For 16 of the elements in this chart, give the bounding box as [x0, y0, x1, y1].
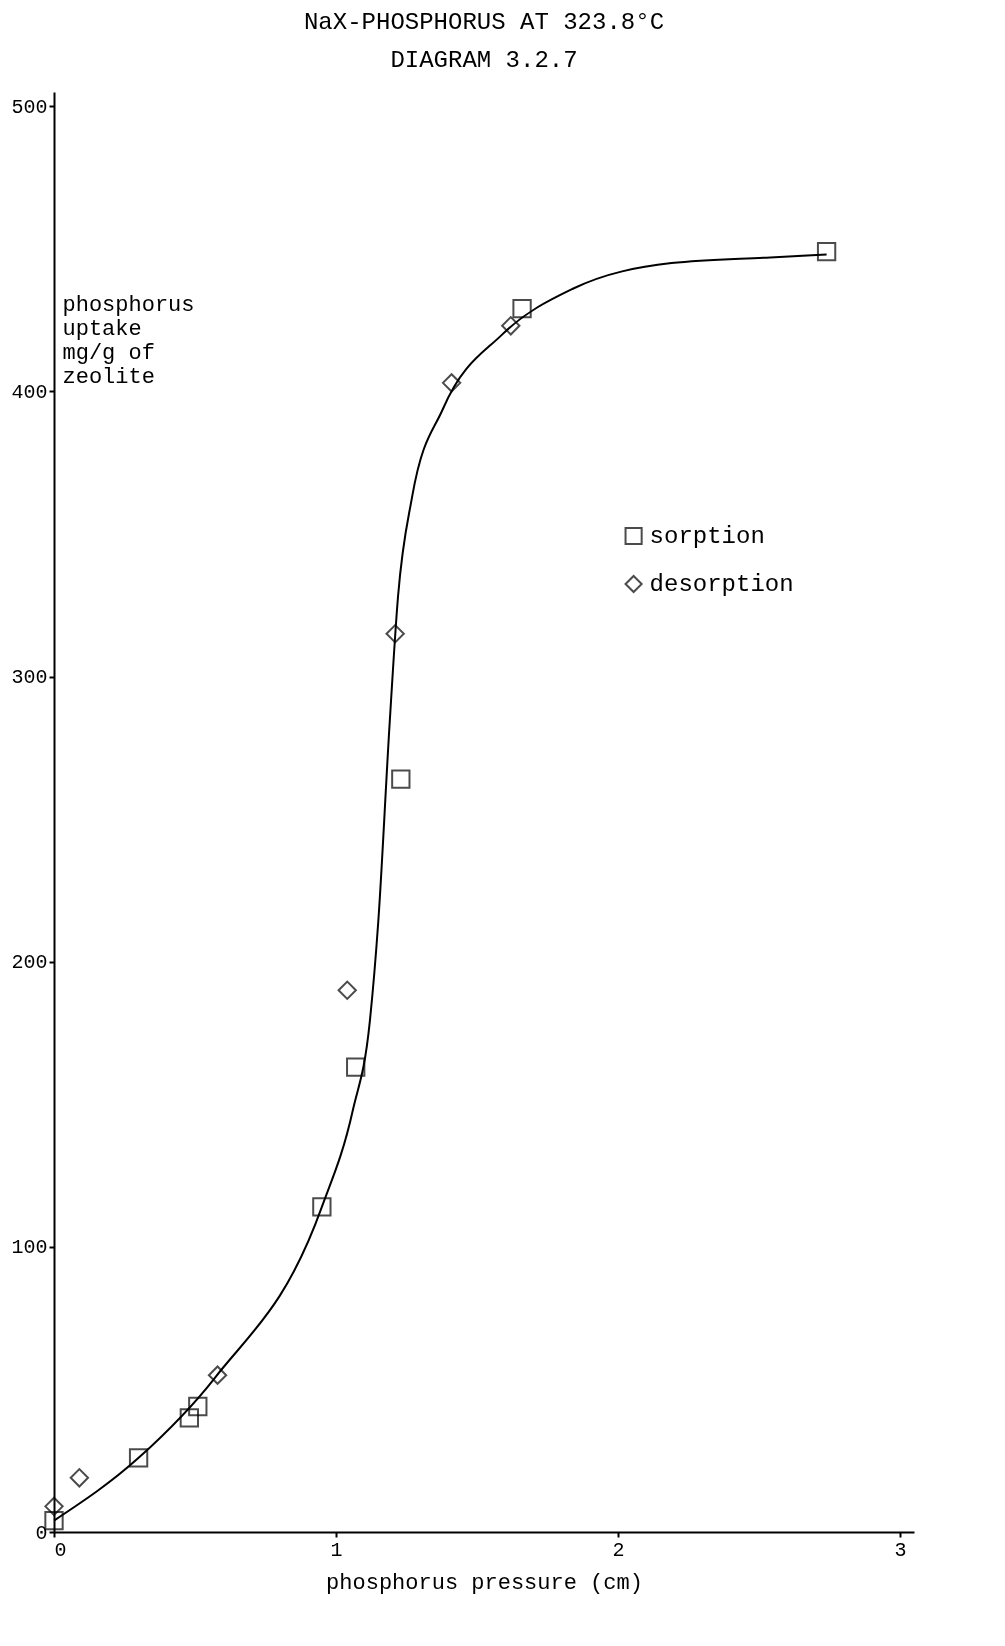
chart-subtitle: DIAGRAM 3.2.7 — [390, 47, 578, 74]
chart-title: NaX-PHOSPHORUS AT 323.8°C — [303, 9, 665, 36]
x-tick-label: 0 — [54, 1538, 67, 1562]
y-tick-label: 100 — [11, 1236, 48, 1260]
legend-label: sorption — [649, 523, 765, 550]
y-axis-title: phosphorus uptake mg/g of zeolite — [62, 293, 195, 391]
y-tick-label: 500 — [11, 95, 48, 119]
y-tick-label: 200 — [11, 951, 48, 975]
x-tick-label: 3 — [894, 1538, 907, 1562]
legend-label: desorption — [649, 571, 794, 598]
y-tick-label: 400 — [11, 380, 48, 404]
y-tick-label: 0 — [35, 1521, 48, 1545]
x-tick-label: 2 — [612, 1538, 625, 1562]
y-tick-label: 300 — [11, 666, 48, 690]
x-tick-label: 1 — [330, 1538, 343, 1562]
x-axis-title: phosphorus pressure (cm) — [326, 1570, 643, 1596]
